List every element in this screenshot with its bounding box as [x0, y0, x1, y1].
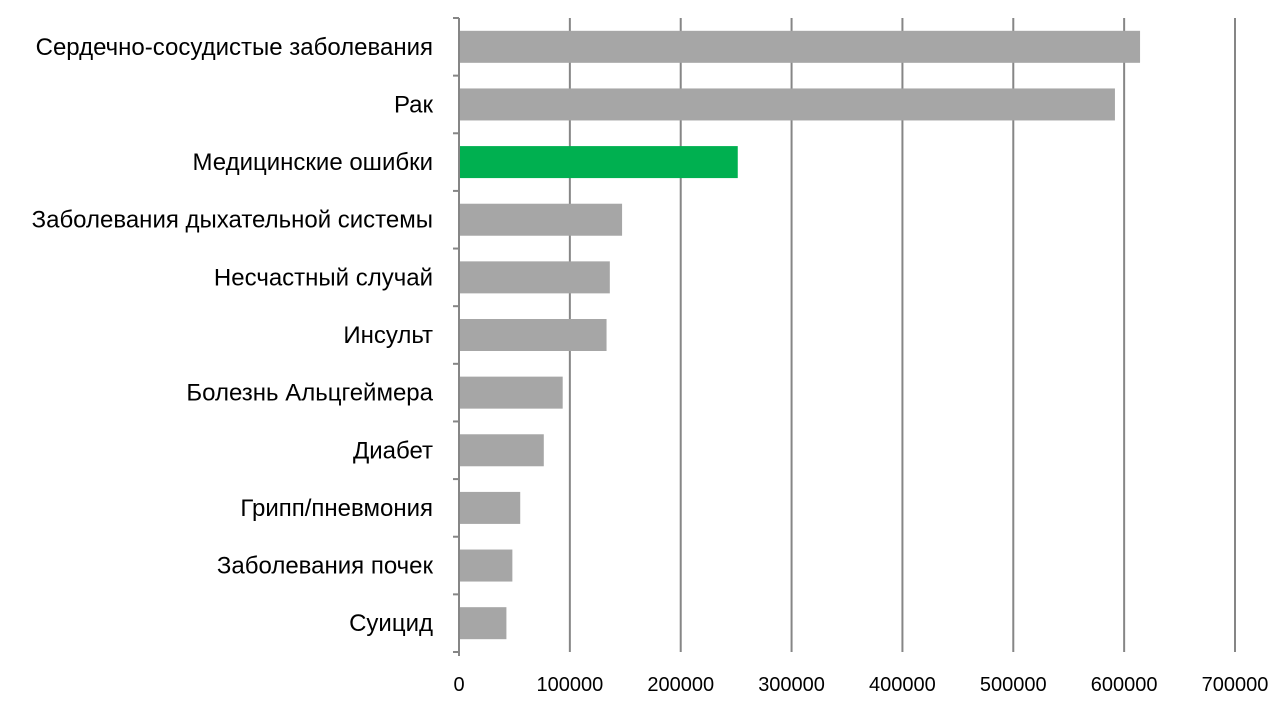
x-tick-label: 100000: [536, 674, 603, 696]
x-tick-label: 200000: [647, 674, 714, 696]
bar: [460, 30, 1141, 63]
bars: [460, 30, 1141, 640]
category-label: Заболевания дыхательной системы: [32, 207, 433, 234]
category-label: Медицинские ошибки: [193, 149, 433, 176]
bar: [460, 88, 1115, 121]
category-label: Инсульт: [343, 322, 433, 349]
category-label: Рак: [394, 91, 434, 118]
bar: [460, 491, 521, 524]
bar: [460, 607, 507, 640]
category-axis: [453, 17, 460, 656]
category-label: Диабет: [353, 437, 433, 464]
category-label: Заболевания почек: [217, 553, 434, 580]
bar: [460, 203, 623, 236]
x-tick-label: 700000: [1202, 674, 1269, 696]
bar: [460, 434, 544, 467]
category-label: Суицид: [349, 610, 433, 637]
category-label: Грипп/пневмония: [240, 495, 433, 522]
x-tick-label: 0: [453, 674, 464, 696]
x-tick-label: 400000: [869, 674, 936, 696]
x-tick-labels: 0 100000 200000 300000 400000 500000 600000 700…: [453, 674, 1268, 696]
bar: [460, 376, 563, 409]
bar-highlighted: [460, 146, 738, 179]
category-labels: Сердечно-сосудистые заболевания Рак Медици…: [32, 34, 434, 637]
x-tick-label: 300000: [758, 674, 825, 696]
x-tick-label: 500000: [980, 674, 1047, 696]
bar: [460, 549, 513, 582]
category-label: Сердечно-сосудистые заболевания: [36, 34, 433, 61]
category-label: Несчастный случай: [214, 264, 433, 291]
bar: [460, 319, 607, 351]
x-tick-label: 600000: [1091, 674, 1158, 696]
bar: [460, 261, 610, 294]
gridlines: [568, 18, 1236, 652]
category-label: Болезнь Альцгеймера: [186, 380, 433, 407]
